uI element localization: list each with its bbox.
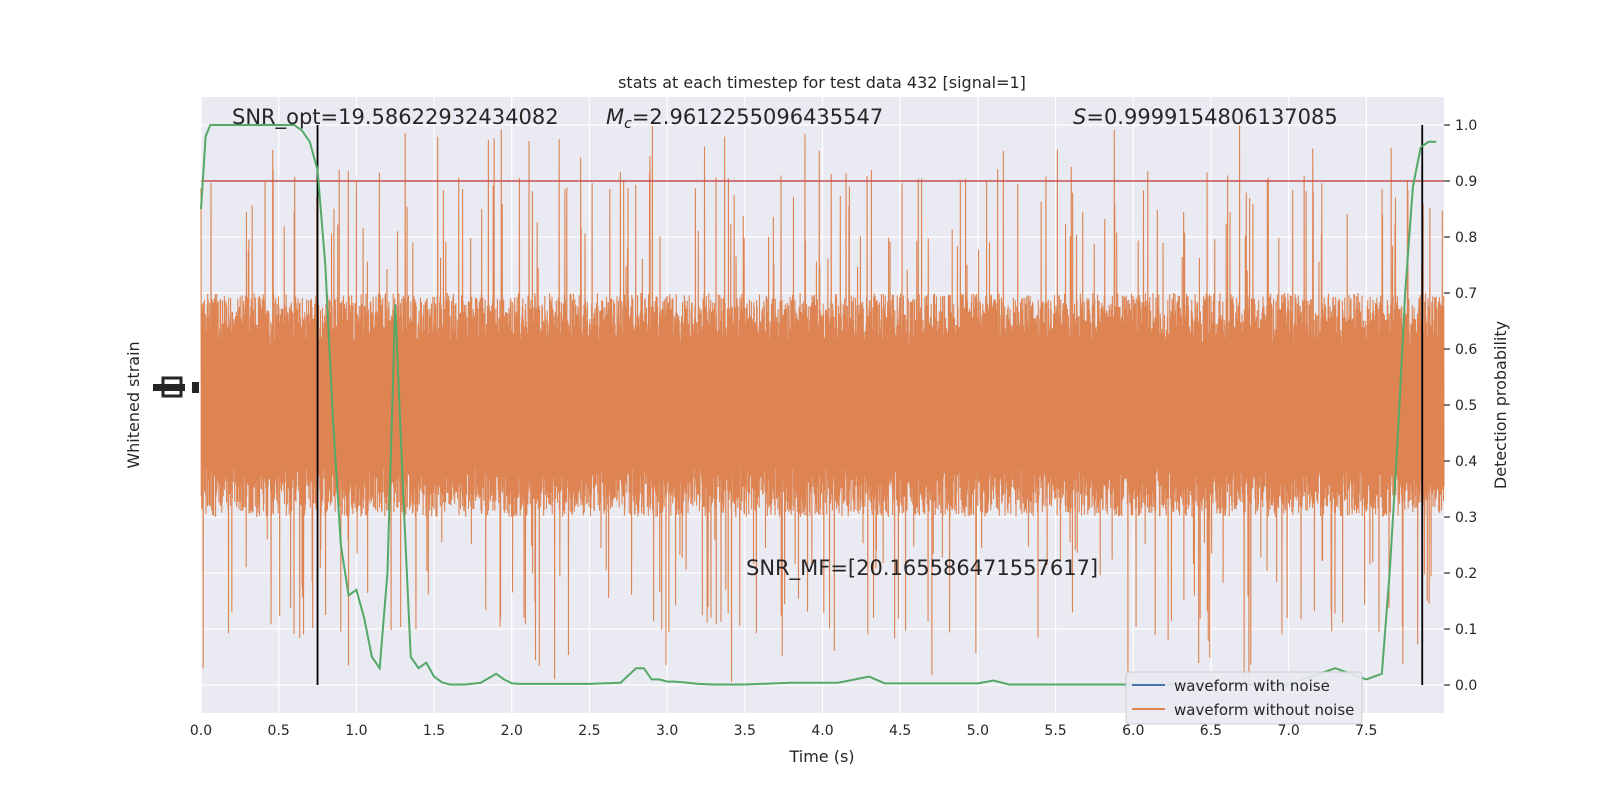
x-tick-label: 6.0 <box>1122 723 1144 739</box>
y-tick-label: 0.5 <box>1455 398 1477 414</box>
y-right-axis-ticks: 0.0 0.1 0.2 0.3 0.4 0.5 0.6 0.7 0.8 0.9 1.0 <box>1444 118 1477 694</box>
x-tick-label: 2.5 <box>578 723 600 739</box>
chart-title: stats at each timestep for test data 432… <box>618 73 1026 92</box>
x-tick-label: 7.5 <box>1355 723 1377 739</box>
strain-path <box>200 125 1445 684</box>
x-axis-label: Time (s) <box>788 747 854 766</box>
left-axis-overlapped-ticks <box>153 376 199 398</box>
y-tick-label: 0.4 <box>1455 454 1477 470</box>
legend-label-no-noise: waveform without noise <box>1174 701 1354 719</box>
y-axis-label-left: Whitened strain <box>124 341 143 468</box>
x-tick-label: 5.5 <box>1044 723 1066 739</box>
x-tick-label: 1.0 <box>345 723 367 739</box>
x-tick-label: 5.0 <box>967 723 989 739</box>
x-tick-label: 6.5 <box>1200 723 1222 739</box>
legend: waveform with noise waveform without noi… <box>1125 671 1363 725</box>
y-tick-label: 0.3 <box>1455 510 1477 526</box>
y-tick-label: 0.1 <box>1455 622 1477 638</box>
waveform-without-noise-trace <box>200 125 1445 684</box>
score-annotation: S=0.9999154806137085 <box>1073 105 1338 129</box>
y-tick-label: 0.9 <box>1455 174 1477 190</box>
y-tick-label: 0.7 <box>1455 286 1477 302</box>
y-tick-label: 0.0 <box>1455 678 1477 694</box>
snr-opt-annotation: SNR_opt=19.58622932434082 <box>232 105 559 130</box>
y-tick-label: 0.2 <box>1455 566 1477 582</box>
y-tick-label: 1.0 <box>1455 118 1477 134</box>
x-tick-label: 4.5 <box>889 723 911 739</box>
legend-label-noise: waveform with noise <box>1174 677 1330 695</box>
y-tick-label: 0.8 <box>1455 230 1477 246</box>
marker-lines <box>316 125 1424 685</box>
x-tick-label: 0.5 <box>268 723 290 739</box>
y-axis-label-right: Detection probability <box>1491 321 1510 489</box>
x-tick-label: 3.5 <box>734 723 756 739</box>
snr-mf-annotation: SNR_MF=[20.165586471557617] <box>746 556 1098 581</box>
x-tick-label: 1.5 <box>423 723 445 739</box>
x-tick-label: 7.0 <box>1277 723 1299 739</box>
chirp-mass-annotation: Mc=2.9612255096435547 <box>606 105 883 132</box>
x-axis-ticks: 0.0 0.5 1.0 1.5 2.0 2.5 3.0 3.5 4.0 4.5 5.0 5.5 6.0 6… <box>190 723 1378 739</box>
x-tick-label: 2.0 <box>501 723 523 739</box>
x-tick-label: 3.0 <box>656 723 678 739</box>
y-tick-label: 0.6 <box>1455 342 1477 358</box>
x-tick-label: 0.0 <box>190 723 212 739</box>
x-tick-label: 4.0 <box>811 723 833 739</box>
